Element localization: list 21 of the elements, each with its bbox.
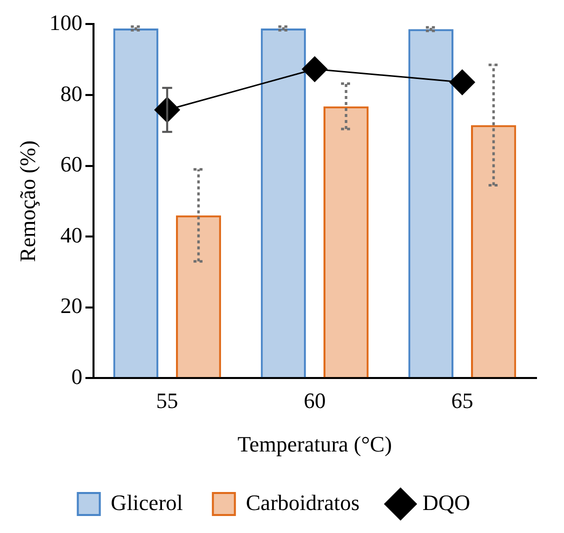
y-tick-label: 80 [60, 80, 82, 106]
legend-label: Carboidratos [246, 490, 360, 515]
point [449, 70, 475, 96]
bar [113, 28, 158, 378]
x-tick-label: 65 [451, 388, 474, 414]
bar [176, 215, 222, 378]
y-tick-label: 100 [49, 10, 82, 35]
legend-label: DQO [422, 490, 470, 515]
x-tick-label: 60 [304, 388, 326, 414]
legend-label: Glicerol [110, 490, 183, 515]
bar [408, 29, 454, 378]
y-tick-label: 20 [60, 293, 82, 318]
x-axis-title: Temperatura (°C) [237, 432, 392, 457]
bar [323, 106, 369, 378]
y-tick-label: 60 [60, 152, 82, 177]
bar [260, 28, 306, 378]
y-tick-label: 0 [71, 364, 82, 389]
x-tick-label: 55 [156, 388, 178, 414]
y-axis-title: Remoção (%) [14, 140, 40, 262]
point [302, 56, 328, 82]
y-tick-label: 40 [60, 222, 82, 248]
